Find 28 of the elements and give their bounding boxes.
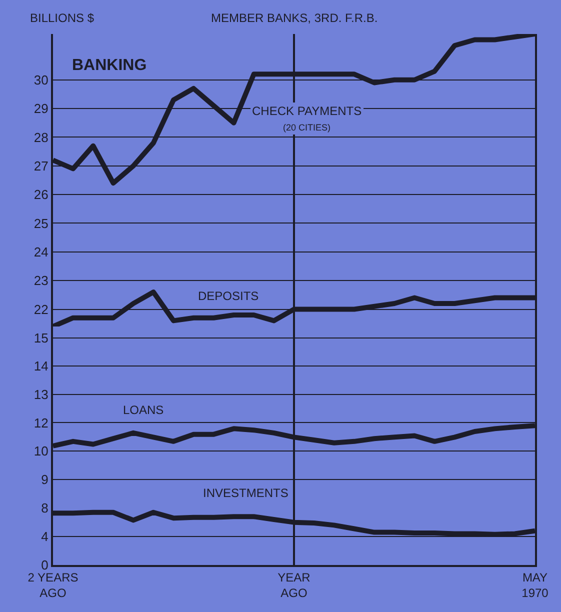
series-label: INVESTMENTS	[203, 486, 288, 500]
x-tick-label: MAY 1970	[522, 570, 549, 600]
y-tick-label: 30	[34, 72, 48, 88]
y-tick-label: 27	[34, 158, 48, 174]
chart-subtitle: MEMBER BANKS, 3RD. F.R.B.	[211, 11, 378, 25]
y-tick-label: 0	[41, 558, 48, 573]
y-tick-label: 28	[34, 130, 48, 145]
y-tick-label: 4	[41, 529, 48, 544]
y-tick-label: 9	[41, 472, 48, 488]
y-tick-label: 8	[41, 500, 48, 516]
y-tick-label: 14	[34, 358, 48, 374]
y-tick-label: 10	[34, 444, 48, 459]
x-tick-label: YEAR AGO	[278, 570, 311, 600]
y-tick-label: 23	[34, 273, 48, 288]
series-label: LOANS	[123, 403, 164, 417]
y-tick-label: 22	[34, 302, 48, 317]
y-tick-label: 26	[34, 187, 48, 202]
series-label: DEPOSITS	[198, 289, 259, 303]
y-tick-label: 12	[34, 415, 48, 430]
y-tick-label: 15	[34, 330, 48, 346]
y-tick-label: 29	[34, 101, 48, 116]
y-tick-label: 24	[34, 244, 48, 260]
y-tick-label: 13	[34, 386, 48, 402]
y-tick-label: 25	[34, 216, 48, 231]
series-label: CHECK PAYMENTS (20 CITIES)	[252, 104, 362, 133]
y-axis-title: BILLIONS $	[30, 11, 94, 25]
text: BANKING	[72, 57, 147, 74]
x-tick-label: 2 YEARS AGO	[28, 570, 78, 600]
